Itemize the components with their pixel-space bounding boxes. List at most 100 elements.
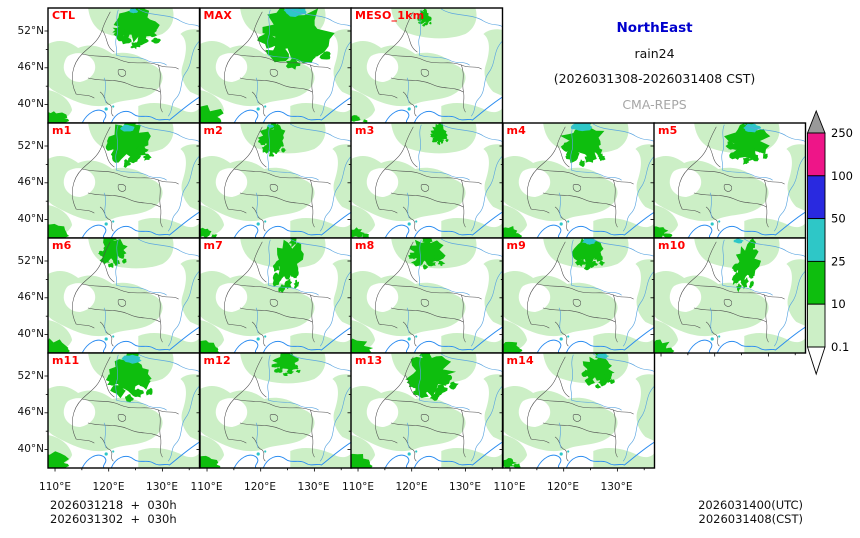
x-tick-label: 130°E [449,481,481,493]
x-tick-label: 110°E [190,481,223,493]
model-name: CMA-REPS [622,97,687,112]
map-m2 [195,122,352,239]
x-tick-label: 110°E [493,481,526,493]
y-tick-label: 52°N [17,254,44,267]
colorbar-tick-label: 10 [831,297,846,311]
map-panel-meso_1km: MESO_1km [347,7,504,124]
colorbar-segment [807,303,826,348]
map-m11 [44,352,201,472]
colorbar-tick-label: 50 [831,212,846,226]
x-tick-label: 120°E [92,481,125,493]
map-panel-max: MAX [195,7,352,124]
panel-label: m3 [355,124,375,137]
x-tick-label: 130°E [146,481,178,493]
colorbar-tick-label: 25 [831,254,846,268]
x-tick-label: 130°E [600,481,633,493]
y-tick-label: 46°N [17,176,44,189]
colorbar-bottom-arrow [806,346,826,376]
panel-label: m6 [52,239,72,252]
map-m9 [498,237,655,354]
y-tick-label: 52°N [17,369,44,382]
panel-label: MAX [203,9,233,22]
map-m1 [44,122,201,239]
map-panel-m1: m1 [44,122,201,239]
valid-time-utc: 2026031400(UTC) [698,498,803,512]
x-tick-label: 120°E [395,481,428,493]
map-m8 [347,237,504,354]
map-panel-m13: m13 [347,352,504,472]
panel-label: m2 [203,124,224,137]
map-max [195,7,352,124]
valid-time-cst: 2026031408(CST) [698,512,804,526]
map-panel-m4: m4 [498,122,655,239]
y-tick-label: 40°N [17,443,44,456]
map-m6 [44,237,201,354]
map-panel-m3: m3 [347,122,504,239]
panel-label: m8 [355,239,375,252]
colorbar-tick-label: 0.1 [831,340,849,354]
panel-label: MESO_1km [355,9,425,22]
panel-label: m11 [52,354,80,367]
init-times: 2026031218 + 030h 2026031302 + 030h [50,498,177,526]
panel-label: m10 [658,239,686,252]
panel-label: m4 [506,124,527,137]
map-meso_1km [347,7,504,124]
x-tick-label: 120°E [244,481,276,493]
panel-label: m13 [355,354,383,367]
panel-label: m12 [203,354,231,367]
colorbar-segment [807,218,826,262]
map-m7 [195,237,352,354]
y-tick-label: 46°N [17,291,44,304]
panel-label: m1 [52,124,72,137]
y-tick-label: 52°N [17,139,44,152]
y-tick-label: 40°N [17,98,44,111]
panel-label: m7 [203,239,224,252]
map-panel-m7: m7 [195,237,352,354]
variable-title: rain24 [634,46,675,61]
panel-label: m9 [506,239,527,252]
map-m13 [347,352,504,472]
colorbar-top-arrow [806,109,826,134]
map-panel-m5: m5 [650,122,807,239]
colorbar-segment [807,175,826,220]
y-tick-label: 46°N [17,61,44,74]
map-ctl [44,7,201,124]
panel-label: m5 [658,124,678,137]
valid-times: 2026031400(UTC) 2026031408(CST) [698,498,803,526]
panel-label: m14 [506,354,534,367]
map-panel-m14: m14 [498,352,655,472]
map-panel-m2: m2 [195,122,352,239]
map-panel-ctl: CTL [44,7,201,124]
region-title: NorthEast [616,20,693,36]
map-panel-m9: m9 [498,237,655,354]
colorbar-segment [807,132,826,177]
map-panel-m10: m10 [650,237,807,357]
title-block: NorthEast rain24 (2026031308-2026031408 … [503,20,806,112]
x-tick-label: 120°E [547,481,579,493]
colorbar: 250 100 50 25 10 0.1 [806,109,853,376]
init-time-line-2: 2026031302 + 030h [50,512,177,526]
y-tick-label: 52°N [17,24,44,37]
x-tick-label: 130°E [297,481,330,493]
colorbar-tick-label: 250 [831,126,853,140]
map-m14 [498,352,655,472]
map-panel-m8: m8 [347,237,504,354]
map-panel-m6: m6 [44,237,201,354]
map-m5 [650,122,807,239]
valid-period: (2026031308-2026031408 CST) [553,71,756,86]
panel-label: CTL [52,9,76,22]
init-time-line-1: 2026031218 + 030h [50,498,177,512]
map-m4 [498,122,655,239]
x-tick-label: 110°E [39,481,71,493]
map-m10 [650,237,807,357]
map-m12 [195,352,352,472]
map-panel-m11: m11 [44,352,201,472]
colorbar-tick-label: 100 [831,169,853,183]
y-tick-label: 46°N [17,406,44,419]
x-tick-label: 110°E [342,481,374,493]
map-panel-m12: m12 [195,352,352,472]
y-tick-label: 40°N [17,328,44,341]
map-m3 [347,122,504,239]
y-tick-label: 40°N [17,213,44,226]
